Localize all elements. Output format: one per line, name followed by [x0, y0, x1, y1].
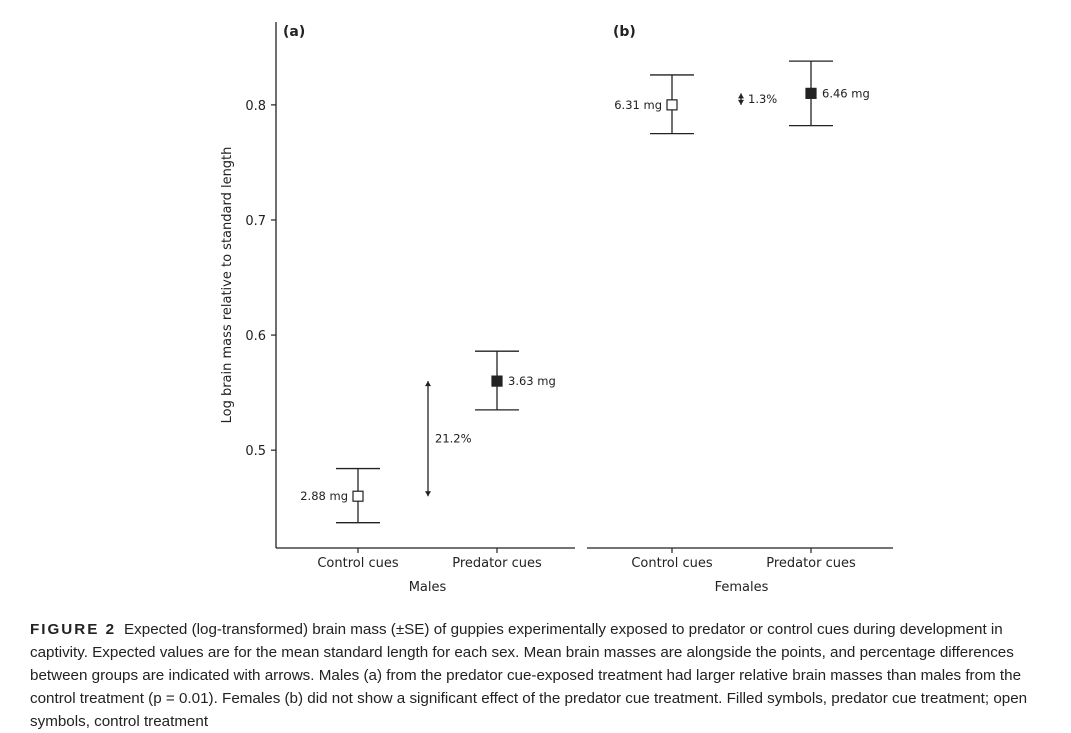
caption-label: FIGURE 2	[30, 621, 117, 638]
y-tick-label-0: 0.5	[245, 444, 266, 459]
panel-0-x-tick-label-0: Control cues	[317, 556, 399, 571]
panel-1-label: (b)	[613, 24, 636, 40]
panel-1-x-tick-label-1: Predator cues	[766, 556, 856, 571]
panel-1-arrow-head-top	[738, 93, 744, 99]
panel-0-point-1	[491, 375, 503, 387]
panel-0-difference-label: 21.2%	[435, 432, 472, 446]
panel-1-point-label-1: 6.46 mg	[822, 86, 870, 100]
panel-0-x-axis-title: Males	[409, 580, 447, 595]
y-axis-title: Log brain mass relative to standard leng…	[220, 147, 235, 424]
panel-0-point-0	[352, 490, 364, 502]
y-tick-label-1: 0.6	[245, 329, 266, 344]
figure-chart: 0.5 0.6 0.7 0.8 Log brain mass relative to s…	[220, 22, 893, 595]
panel-1-difference-label: 1.3%	[748, 92, 777, 106]
panel-1-point-0	[666, 99, 678, 111]
caption-text: Expected (log-transformed) brain mass (±…	[30, 621, 1028, 730]
y-tick-label-3: 0.8	[245, 99, 266, 114]
panel-0-x-tick-label-1: Predator cues	[452, 556, 542, 571]
panel-1-x-axis-title: Females	[715, 580, 769, 595]
panel-0-point-label-0: 2.88 mg	[300, 489, 348, 503]
figure-caption: FIGURE 2 Expected (log-transformed) brain…	[30, 618, 1060, 733]
panel-1-x-tick-label-0: Control cues	[631, 556, 713, 571]
panel-0-point-label-1: 3.63 mg	[508, 374, 556, 388]
panel-1-arrow-head-bottom	[738, 99, 744, 105]
panel-1-point-label-0: 6.31 mg	[614, 98, 662, 112]
panel-0-arrow-head-bottom	[425, 491, 431, 497]
y-tick-label-2: 0.7	[245, 214, 266, 229]
panel-0-arrow-head-top	[425, 381, 431, 387]
panel-1-point-1	[805, 87, 817, 99]
panel-0-label: (a)	[283, 24, 305, 40]
